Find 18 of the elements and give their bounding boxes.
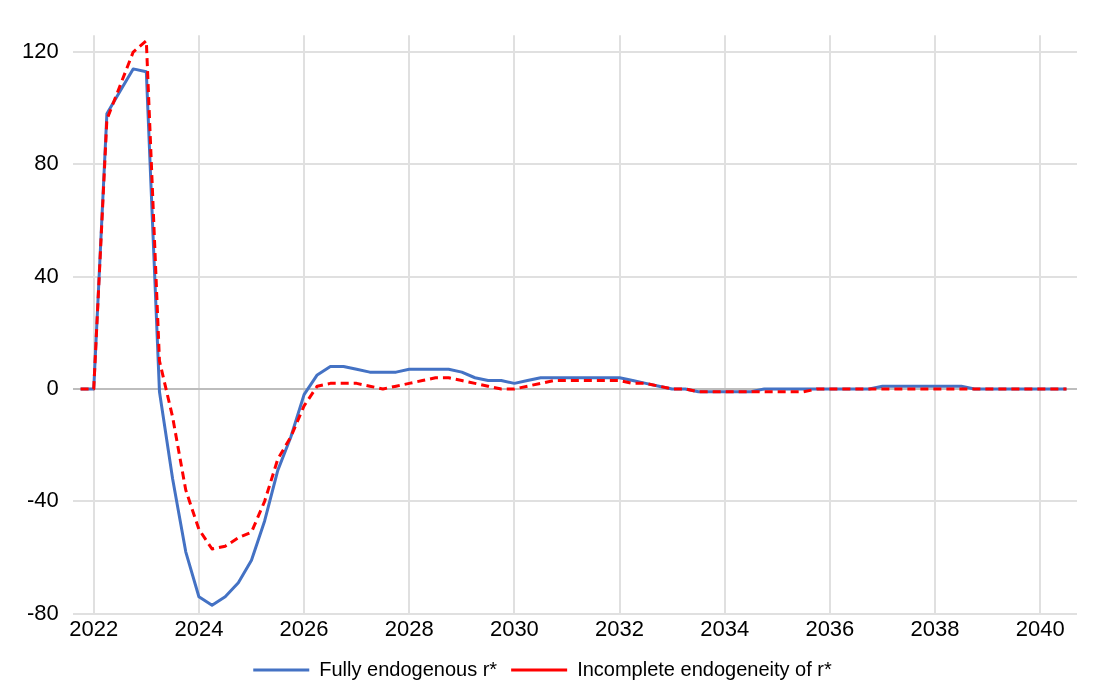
legend-label: Fully endogenous r* — [319, 657, 498, 680]
x-tick-label: 2028 — [384, 615, 434, 641]
y-tick-label: 40 — [34, 262, 59, 288]
x-tick-label: 2022 — [69, 615, 119, 641]
y-tick-label: 0 — [46, 375, 59, 401]
x-tick-label: 2034 — [700, 615, 750, 641]
x-tick-label: 2038 — [910, 615, 960, 641]
y-tick-label: 80 — [34, 150, 59, 176]
x-tick-label: 2040 — [1015, 615, 1065, 641]
x-tick-label: 2030 — [489, 615, 539, 641]
y-tick-label: -80 — [26, 599, 59, 625]
y-tick-label: 120 — [21, 38, 59, 64]
x-tick-label: 2024 — [174, 615, 224, 641]
y-tick-label: -40 — [26, 487, 59, 513]
x-tick-label: 2036 — [805, 615, 855, 641]
legend-label: Incomplete endogeneity of r* — [577, 657, 832, 680]
x-tick-label: 2026 — [279, 615, 329, 641]
x-tick-label: 2032 — [595, 615, 645, 641]
